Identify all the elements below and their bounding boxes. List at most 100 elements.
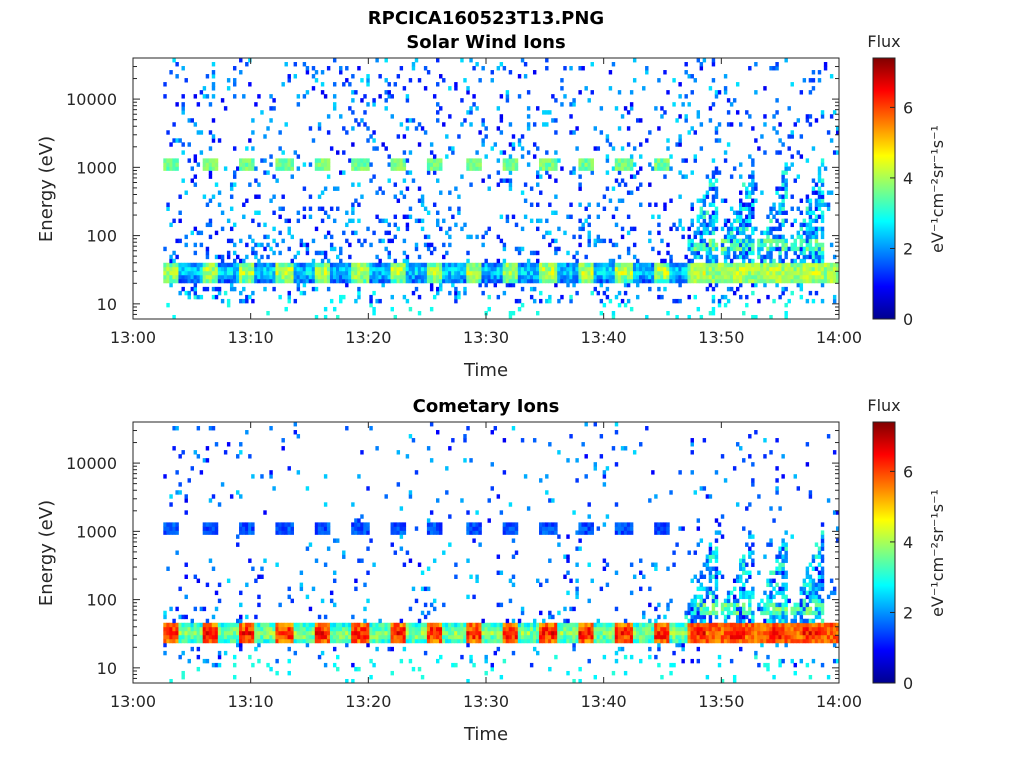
heatmap-cell <box>763 86 767 91</box>
heatmap-cell <box>614 530 619 535</box>
heatmap-cell <box>205 582 210 588</box>
heatmap-cell <box>536 310 540 316</box>
heatmap-cell <box>699 214 704 220</box>
heatmap-cell <box>226 622 231 628</box>
heatmap-cell <box>390 306 394 312</box>
heatmap-cell <box>363 110 367 115</box>
heatmap-cell <box>242 166 246 171</box>
heatmap-cell <box>269 106 273 111</box>
heatmap-cell <box>663 166 667 171</box>
heatmap-cell <box>511 530 516 535</box>
heatmap-cell <box>620 114 625 119</box>
heatmap-cell <box>166 166 170 171</box>
heatmap-cell <box>366 626 370 632</box>
heatmap-cell <box>757 250 761 256</box>
heatmap-cell <box>711 298 716 304</box>
heatmap-cell <box>693 278 697 284</box>
heatmap-cell <box>232 258 237 264</box>
heatmap-cell <box>590 270 594 276</box>
heatmap-cell <box>632 226 637 232</box>
heatmap-cell <box>211 70 216 75</box>
heatmap-cell <box>326 526 331 531</box>
heatmap-cell <box>675 226 679 232</box>
heatmap-cell <box>290 262 294 268</box>
heatmap-cell <box>439 626 443 632</box>
heatmap-cell <box>393 194 398 199</box>
heatmap-cell <box>251 162 255 167</box>
heatmap-cell <box>814 218 819 224</box>
heatmap-cell <box>463 626 467 632</box>
heatmap-cell <box>308 630 313 636</box>
heatmap-cell <box>835 274 840 280</box>
heatmap-cell <box>575 562 579 567</box>
heatmap-cell <box>366 522 370 527</box>
heatmap-cell <box>557 298 561 304</box>
heatmap-cell <box>699 206 704 211</box>
heatmap-cell <box>620 166 625 171</box>
heatmap-cell <box>760 238 764 244</box>
heatmap-cell <box>548 278 552 284</box>
heatmap-cell <box>720 294 725 300</box>
heatmap-cell <box>305 638 310 644</box>
heatmap-cell <box>436 658 440 664</box>
heatmap-cell <box>466 426 470 431</box>
heatmap-cell <box>514 530 519 535</box>
heatmap-cell <box>751 198 755 203</box>
heatmap-cell <box>329 266 334 272</box>
heatmap-cell <box>248 58 252 63</box>
heatmap-cell <box>557 266 561 272</box>
heatmap-cell <box>623 162 628 167</box>
heatmap-cell <box>499 178 504 183</box>
heatmap-cell <box>278 526 282 531</box>
heatmap-cell <box>572 646 576 652</box>
heatmap-cell <box>823 166 828 171</box>
heatmap-cell <box>172 426 176 431</box>
heatmap-cell <box>705 674 710 680</box>
heatmap-cell <box>808 278 813 284</box>
heatmap-cell <box>657 630 661 636</box>
heatmap-cell <box>199 270 204 276</box>
heatmap-cell <box>251 622 255 628</box>
heatmap-cell <box>502 66 507 71</box>
heatmap-cell <box>678 278 682 284</box>
heatmap-cell <box>593 238 597 244</box>
heatmap-cell <box>163 262 167 268</box>
heatmap-cell <box>399 522 404 527</box>
heatmap-cell <box>469 634 473 640</box>
heatmap-cell <box>411 634 416 640</box>
heatmap-cell <box>708 618 713 624</box>
heatmap-cell <box>275 274 279 280</box>
heatmap-cell <box>205 94 210 99</box>
heatmap-cell <box>808 290 813 296</box>
heatmap-cell <box>423 626 428 632</box>
heatmap-cell <box>411 118 416 123</box>
heatmap-cell <box>754 90 758 95</box>
heatmap-cell <box>626 250 631 256</box>
heatmap-cell <box>542 634 546 640</box>
heatmap-cell <box>708 494 713 499</box>
heatmap-cell <box>163 266 167 272</box>
heatmap-cell <box>617 302 622 308</box>
heatmap-cell <box>699 630 704 636</box>
heatmap-cell <box>399 66 404 71</box>
heatmap-cell <box>508 638 513 644</box>
heatmap-cell <box>214 530 219 535</box>
heatmap-cell <box>317 638 322 644</box>
heatmap-cell <box>226 630 231 636</box>
heatmap-cell <box>184 594 188 600</box>
heatmap-cell <box>617 638 622 644</box>
heatmap-cell <box>254 278 258 284</box>
heatmap-cell <box>229 278 234 284</box>
heatmap-cell <box>178 262 182 268</box>
heatmap-cell <box>163 474 167 479</box>
heatmap-cell <box>269 626 273 632</box>
heatmap-cell <box>799 90 804 95</box>
heatmap-cell <box>272 266 276 272</box>
heatmap-cell <box>635 630 640 636</box>
heatmap-cell <box>602 274 607 280</box>
heatmap-cell <box>345 78 349 83</box>
heatmap-cell <box>275 278 279 284</box>
heatmap-cell <box>436 278 440 284</box>
heatmap-cell <box>551 270 555 276</box>
heatmap-cell <box>572 606 576 612</box>
